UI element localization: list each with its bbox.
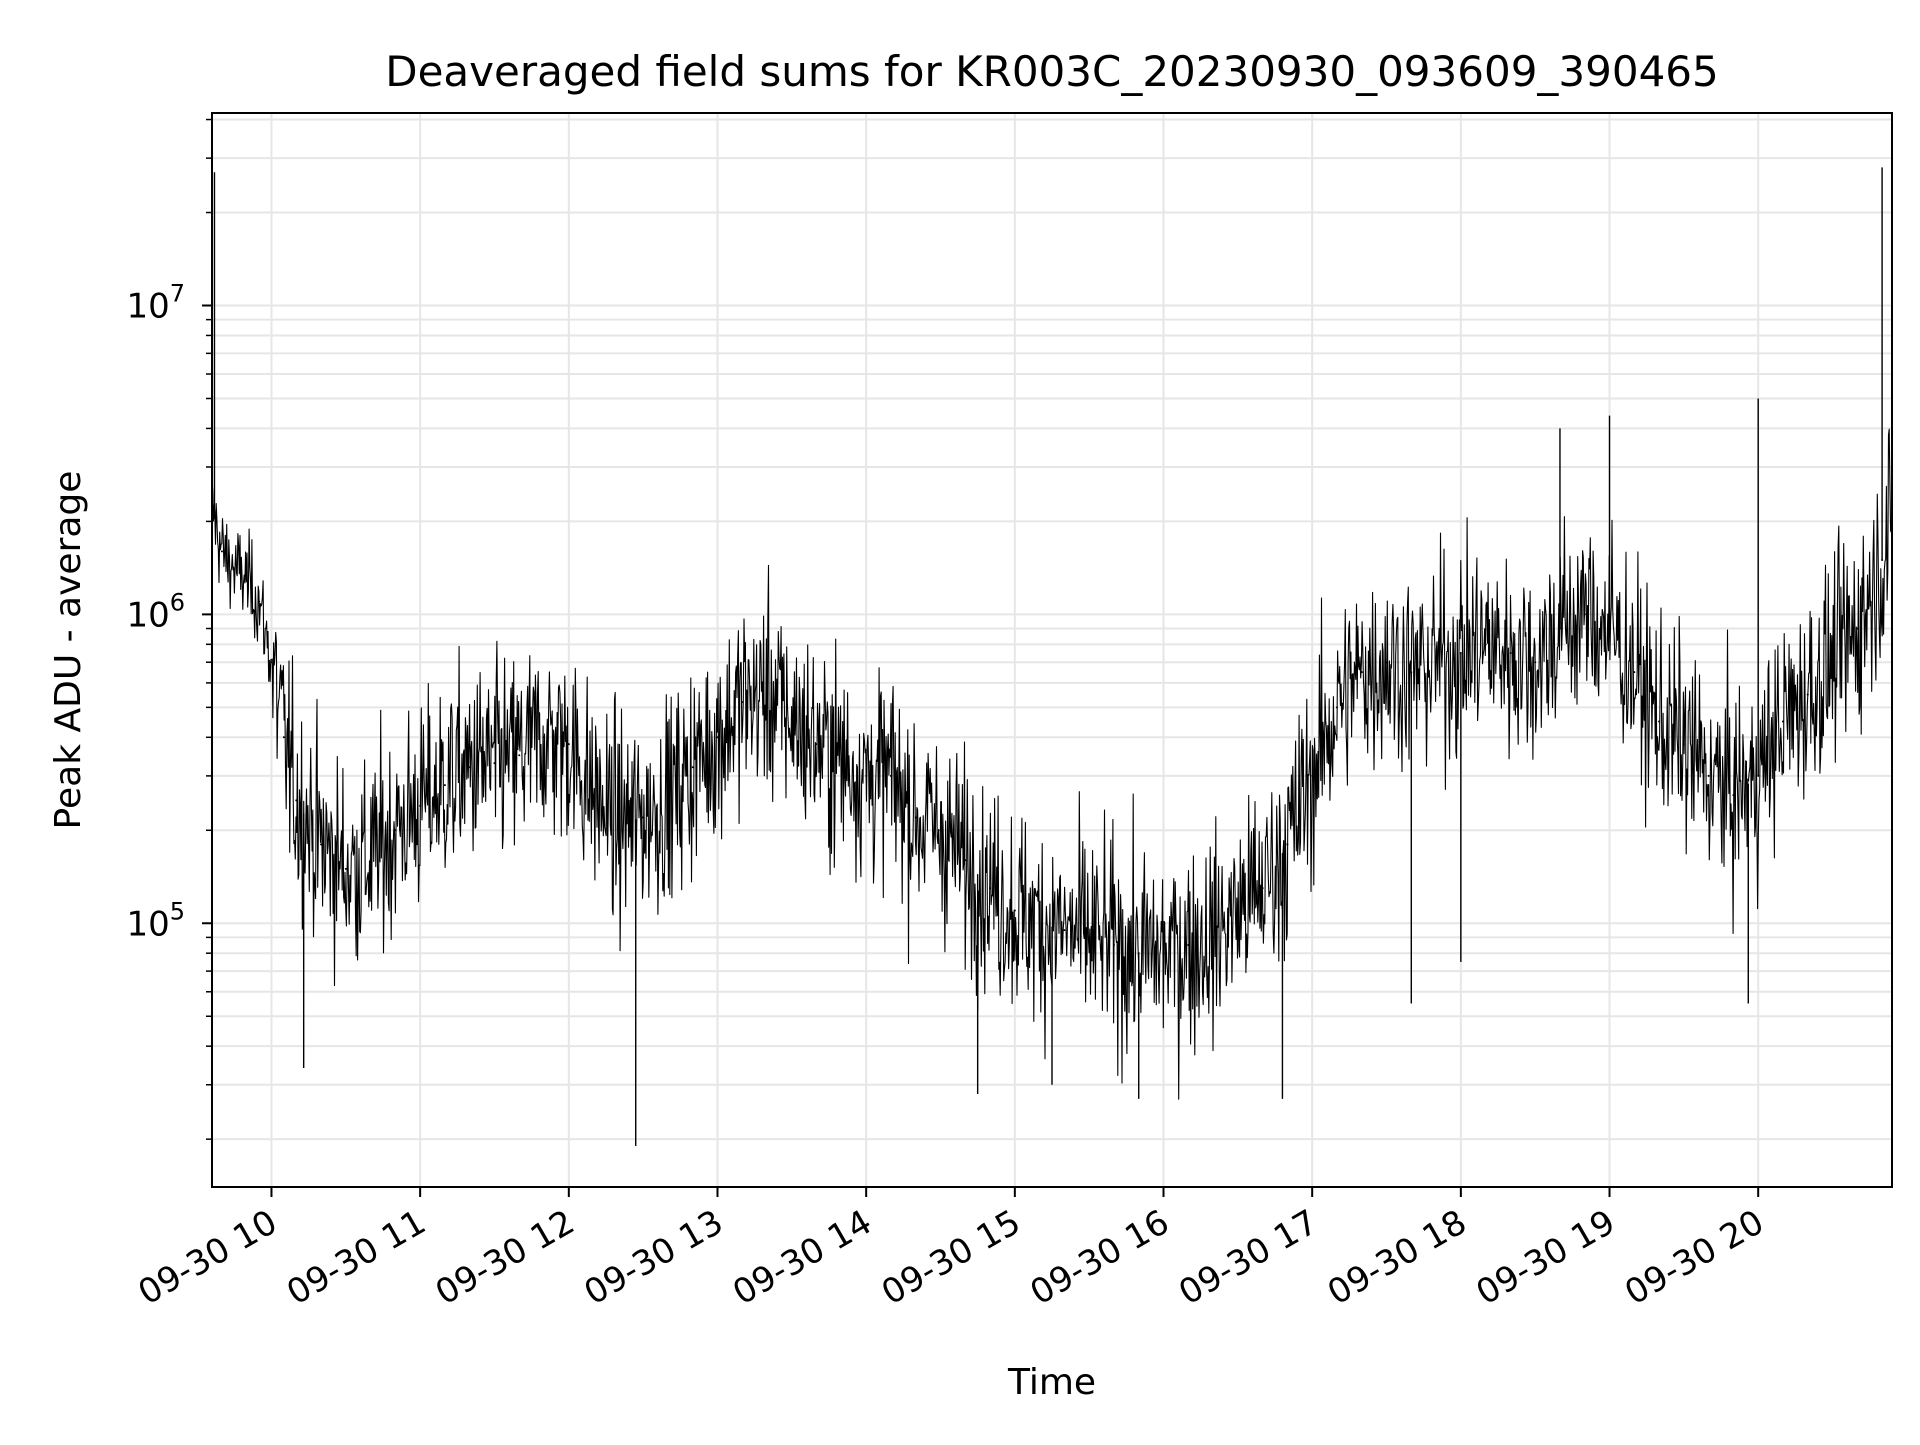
data-point (1806, 693, 1809, 696)
data-point (1633, 671, 1636, 674)
data-point (245, 578, 248, 581)
y-tick-label: 107 (126, 280, 185, 327)
x-axis-label: Time (1007, 1362, 1096, 1403)
data-point (617, 822, 620, 825)
data-point (741, 701, 744, 704)
data-point (258, 600, 261, 603)
data-point (394, 829, 397, 832)
data-point (1360, 671, 1363, 674)
data-point (1112, 944, 1115, 947)
data-point (1286, 843, 1289, 846)
data-point (233, 568, 236, 571)
data-point (1484, 643, 1487, 646)
data-point (666, 799, 669, 802)
plot-frame (211, 112, 1893, 1188)
data-point (282, 736, 285, 739)
data-point (344, 867, 347, 870)
data-point (766, 691, 769, 694)
y-axis-label: Peak ADU - average (48, 471, 89, 830)
chart-title: Deaveraged field sums for KR003C_2023093… (385, 47, 1719, 96)
data-point (815, 743, 818, 746)
data-point (419, 804, 422, 807)
data-point (716, 736, 719, 739)
data-point (1658, 720, 1661, 723)
data-point (1261, 887, 1264, 890)
data-point (989, 887, 992, 890)
data-point (220, 550, 223, 553)
y-tick-label: 105 (126, 897, 185, 944)
data-point (1732, 794, 1735, 797)
data-point (939, 829, 942, 832)
data-point (543, 736, 546, 739)
data-point (1435, 661, 1438, 664)
data-point (468, 766, 471, 769)
data-point (691, 766, 694, 769)
data-point (518, 754, 521, 757)
data-point (964, 859, 967, 862)
data-point (592, 794, 595, 797)
data-point (270, 661, 273, 664)
y-tick-label: 106 (126, 588, 185, 635)
data-point (1385, 661, 1388, 664)
data-point (642, 816, 645, 819)
data-point (1212, 936, 1215, 939)
data-point (790, 717, 793, 720)
y-axis-ticks: 105 106 107 (126, 118, 212, 1140)
data-point (567, 743, 570, 746)
data-point (1509, 651, 1512, 654)
data-point (1781, 720, 1784, 723)
data-point (889, 774, 892, 777)
data-point (1187, 944, 1190, 947)
data-point (295, 799, 298, 802)
data-point (1311, 774, 1314, 777)
data-point (369, 859, 372, 862)
data-point (1088, 936, 1091, 939)
data-point (443, 784, 446, 787)
data-point (320, 843, 323, 846)
data-point (1038, 922, 1041, 925)
data-point (1335, 706, 1338, 709)
data-point (1162, 952, 1165, 955)
data-point (914, 816, 917, 819)
grid-lines (212, 113, 1892, 1187)
data-point (1583, 613, 1586, 616)
data-point (1534, 661, 1537, 664)
data-point (1707, 774, 1710, 777)
data-point (1682, 743, 1685, 746)
data-point (493, 762, 496, 765)
data-point (1856, 627, 1859, 630)
data-point (840, 758, 843, 761)
data-point (1236, 909, 1239, 912)
data-point (865, 774, 868, 777)
data-point (1063, 929, 1066, 932)
data-series (211, 167, 1893, 1147)
data-point (1831, 661, 1834, 664)
data-point (1013, 909, 1016, 912)
